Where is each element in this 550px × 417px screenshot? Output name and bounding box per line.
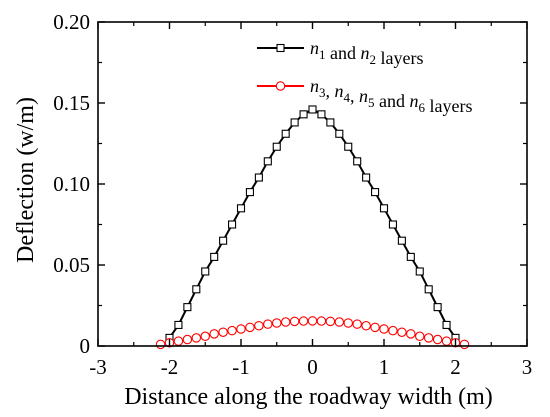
series-point [218, 327, 228, 337]
series-point [343, 318, 353, 328]
series-point [326, 118, 335, 127]
plot-series-layer [155, 105, 470, 350]
series-point [423, 333, 434, 343]
series-point [245, 322, 255, 333]
series-point-legend [275, 81, 286, 91]
series-point [281, 129, 290, 138]
plot-frame [97, 21, 528, 347]
series-point [298, 316, 309, 326]
series-point [245, 188, 254, 197]
x-tick-label: -2 [161, 355, 179, 379]
y-tick-label: 0 [80, 334, 91, 358]
series-point [334, 317, 345, 327]
legend-item-1: n1 and n2 layers [257, 38, 423, 68]
y-tick-label: 0.05 [53, 253, 90, 277]
y-axis-title: Deflection (w/m) [13, 97, 39, 263]
series-point [397, 236, 406, 245]
series-point [316, 316, 327, 326]
series-point [379, 324, 389, 334]
series-point [406, 329, 416, 339]
series-line [168, 108, 457, 339]
series-point [335, 129, 344, 138]
series-point [415, 267, 424, 276]
series-point [227, 325, 237, 336]
series-point [183, 303, 192, 312]
series-point [317, 110, 326, 119]
series-point [263, 319, 273, 329]
x-tick-label: 3 [522, 355, 533, 379]
series-point [254, 320, 264, 331]
series-point [299, 110, 308, 119]
series-point [344, 142, 353, 151]
series-point [441, 336, 452, 346]
series-point [388, 325, 398, 336]
series-point [325, 316, 336, 327]
series-point [361, 320, 371, 331]
series-point [459, 339, 470, 350]
y-tick-label: 0.10 [53, 172, 90, 196]
series-point [442, 320, 451, 329]
series-point [201, 267, 210, 276]
series-point [371, 188, 380, 197]
legend-item-2: n3, n4, n5 and n6 layers [257, 76, 472, 116]
x-tick-label: 2 [450, 355, 461, 379]
series-point [432, 334, 443, 345]
series-point [210, 252, 219, 261]
x-tick-label: 1 [379, 355, 390, 379]
series-point-legend [276, 43, 285, 53]
legend-label: n3, n4, n5 and n6 layers [310, 76, 472, 116]
series-point [353, 157, 362, 166]
legend-label: n1 and n2 layers [310, 38, 423, 68]
series-2 [155, 316, 470, 350]
series-point [352, 319, 362, 329]
series-point [173, 336, 184, 346]
x-axis-title: Distance along the roadway width (m) [124, 384, 493, 410]
series-point [308, 105, 317, 114]
series-point [236, 204, 246, 213]
series-point [424, 285, 433, 294]
series-point [209, 329, 219, 339]
series-point [290, 118, 299, 127]
series-point [271, 318, 282, 328]
x-tick-label: -3 [89, 355, 107, 379]
x-tick-label: 0 [307, 355, 318, 379]
legend: n1 and n2 layers n3, n4, n5 and n6 layers [257, 38, 472, 116]
series-point [406, 252, 415, 261]
series-point [433, 303, 442, 312]
series-point [307, 316, 318, 326]
y-tick-label: 0.15 [53, 91, 90, 115]
series-point [362, 173, 371, 182]
series-point [228, 220, 237, 229]
series-point [272, 142, 281, 151]
series-point [397, 327, 407, 337]
series-point [219, 236, 228, 245]
series-point [414, 331, 425, 342]
series-1 [165, 105, 460, 342]
series-point [236, 324, 246, 334]
series-point [155, 339, 166, 350]
series-point [289, 316, 300, 327]
series-point [254, 173, 263, 182]
series-point [191, 333, 202, 343]
series-point [379, 204, 389, 213]
series-point [200, 331, 211, 342]
series-point [280, 317, 291, 327]
y-tick-label: 0.20 [53, 10, 90, 34]
series-point [263, 157, 272, 166]
series-point [174, 320, 183, 329]
series-point [182, 334, 193, 345]
axis-ticks: -3 -2 -1 0 1 2 3 0 0.05 0.10 0.15 0.20 [53, 10, 532, 379]
series-point [370, 322, 380, 333]
series-point [388, 220, 397, 229]
series-point [192, 285, 201, 294]
x-tick-label: -1 [232, 355, 250, 379]
